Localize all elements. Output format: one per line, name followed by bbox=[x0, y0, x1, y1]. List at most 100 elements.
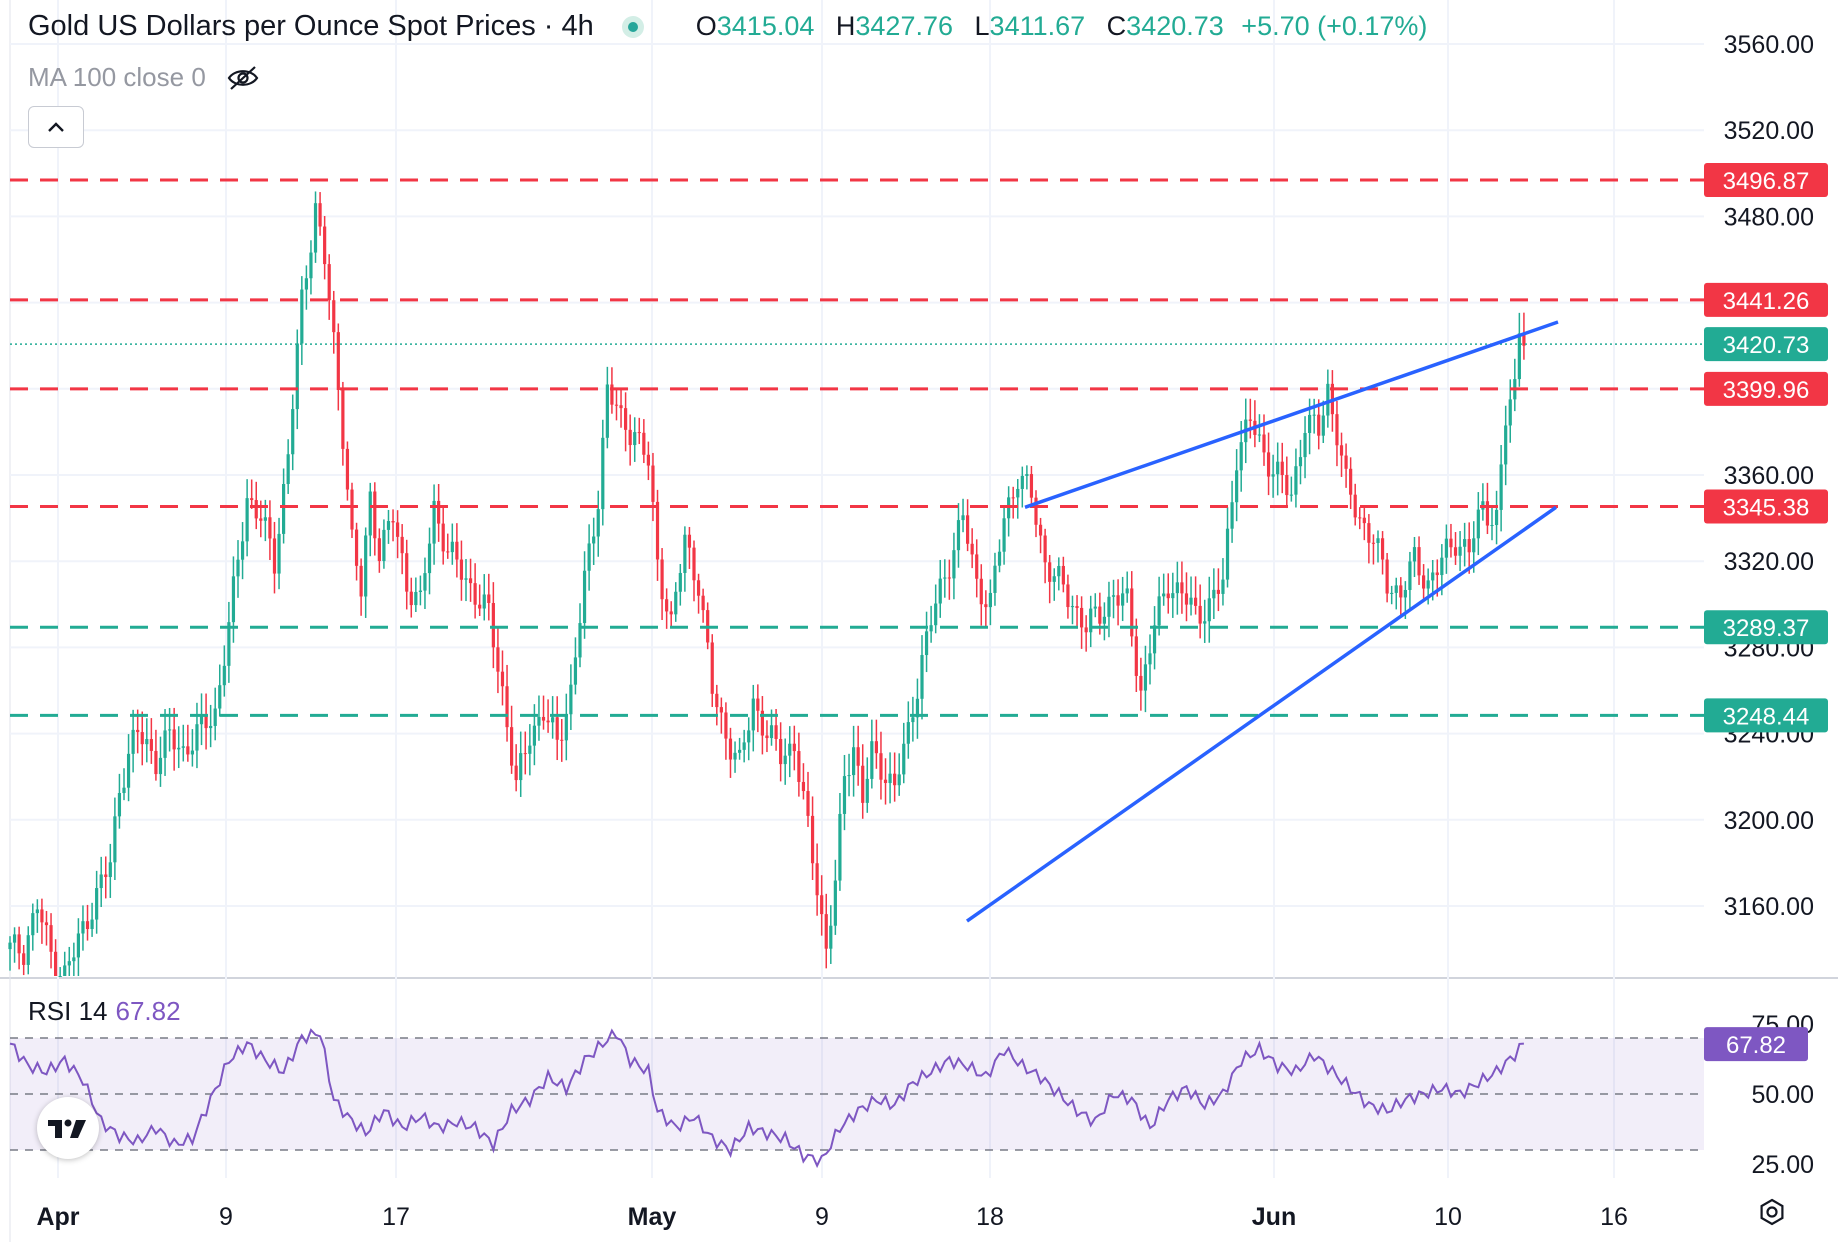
candle bbox=[792, 725, 796, 771]
candle bbox=[35, 899, 39, 933]
candle bbox=[17, 926, 21, 970]
last-price-tag: 3420.73 bbox=[1723, 332, 1810, 359]
candle bbox=[122, 768, 126, 801]
y-tick-label: 3560.00 bbox=[1724, 31, 1814, 59]
rsi-legend[interactable]: RSI 14 67.82 bbox=[28, 996, 181, 1027]
candle bbox=[313, 191, 318, 263]
candle bbox=[1216, 568, 1220, 612]
candle bbox=[911, 696, 915, 742]
candle bbox=[915, 678, 920, 739]
candle bbox=[742, 729, 746, 763]
candle bbox=[295, 329, 299, 430]
candle bbox=[560, 718, 564, 762]
candle bbox=[997, 539, 1002, 573]
candle bbox=[747, 717, 751, 761]
candle bbox=[1189, 576, 1193, 616]
collapse-legend-button[interactable] bbox=[28, 106, 84, 148]
candle bbox=[158, 736, 163, 787]
candle bbox=[879, 731, 883, 800]
resistance-price-tag-bg bbox=[1704, 371, 1828, 406]
candle bbox=[1376, 530, 1380, 563]
resistance-price-tag-bg bbox=[1704, 489, 1828, 524]
candle bbox=[236, 540, 240, 598]
candle bbox=[1180, 561, 1184, 614]
ma-indicator-legend[interactable]: MA 100 close 0 bbox=[28, 62, 260, 93]
candle bbox=[1390, 585, 1394, 605]
candle bbox=[400, 524, 404, 575]
settings-gear-icon[interactable] bbox=[1758, 1198, 1786, 1226]
candle bbox=[824, 893, 828, 969]
eye-off-icon[interactable] bbox=[226, 65, 260, 91]
x-tick-label: Apr bbox=[36, 1203, 79, 1231]
candle bbox=[40, 898, 44, 944]
candle bbox=[947, 559, 951, 600]
candle bbox=[487, 573, 491, 621]
candle bbox=[920, 635, 924, 720]
rsi-tick-label: 25.00 bbox=[1751, 1151, 1814, 1179]
candle bbox=[847, 753, 851, 797]
candle bbox=[1089, 595, 1093, 648]
candle bbox=[833, 859, 837, 935]
candle bbox=[564, 693, 568, 761]
candle bbox=[1166, 573, 1170, 614]
lower-trendline bbox=[965, 505, 1558, 923]
close-value: 3420.73 bbox=[1126, 11, 1224, 41]
candle bbox=[820, 875, 824, 936]
candle bbox=[418, 575, 422, 606]
candle bbox=[1066, 574, 1070, 619]
candle bbox=[76, 918, 80, 976]
candle bbox=[1061, 556, 1065, 593]
candle bbox=[427, 527, 432, 595]
x-tick-label: 10 bbox=[1434, 1203, 1462, 1231]
candle bbox=[1029, 465, 1034, 505]
candle bbox=[605, 366, 609, 449]
candle bbox=[350, 482, 354, 538]
candle bbox=[240, 522, 245, 580]
candle bbox=[22, 944, 26, 976]
candle bbox=[291, 394, 295, 471]
candle bbox=[592, 517, 596, 566]
candle bbox=[446, 533, 450, 559]
candle bbox=[268, 500, 272, 561]
candle bbox=[993, 552, 997, 606]
candle bbox=[354, 522, 359, 581]
candle bbox=[751, 684, 755, 752]
candle bbox=[938, 559, 942, 618]
candle bbox=[409, 577, 413, 618]
y-tick-label: 3200.00 bbox=[1724, 807, 1814, 835]
candle bbox=[277, 517, 281, 590]
candle bbox=[1349, 457, 1353, 510]
candle bbox=[1321, 400, 1325, 444]
candle bbox=[637, 417, 641, 445]
candle bbox=[1048, 554, 1052, 604]
candle bbox=[1271, 454, 1275, 498]
candle bbox=[145, 718, 149, 763]
tradingview-logo[interactable] bbox=[37, 1097, 99, 1159]
candle bbox=[1380, 531, 1385, 575]
resistance-price-tag: 3496.87 bbox=[1723, 168, 1810, 195]
candle bbox=[505, 664, 509, 742]
candle bbox=[614, 387, 619, 421]
candle bbox=[924, 611, 929, 673]
candle bbox=[478, 584, 482, 617]
candle bbox=[888, 752, 892, 804]
candle bbox=[733, 741, 737, 773]
upper-trendline bbox=[1024, 320, 1559, 509]
candle bbox=[683, 526, 687, 592]
candle bbox=[642, 419, 646, 464]
candle bbox=[272, 521, 277, 594]
candle bbox=[975, 539, 979, 598]
candle bbox=[1184, 572, 1189, 622]
candle bbox=[1453, 532, 1458, 565]
candle bbox=[1289, 476, 1293, 502]
resistance-price-tag: 3345.38 bbox=[1723, 495, 1810, 522]
symbol-title[interactable]: Gold US Dollars per Ounce Spot Prices · … bbox=[28, 10, 594, 42]
candle bbox=[231, 556, 236, 643]
candle bbox=[710, 634, 714, 707]
candle bbox=[8, 936, 12, 971]
candle bbox=[738, 737, 742, 760]
candle bbox=[195, 702, 199, 769]
candle bbox=[345, 441, 350, 501]
candle bbox=[1280, 442, 1284, 494]
